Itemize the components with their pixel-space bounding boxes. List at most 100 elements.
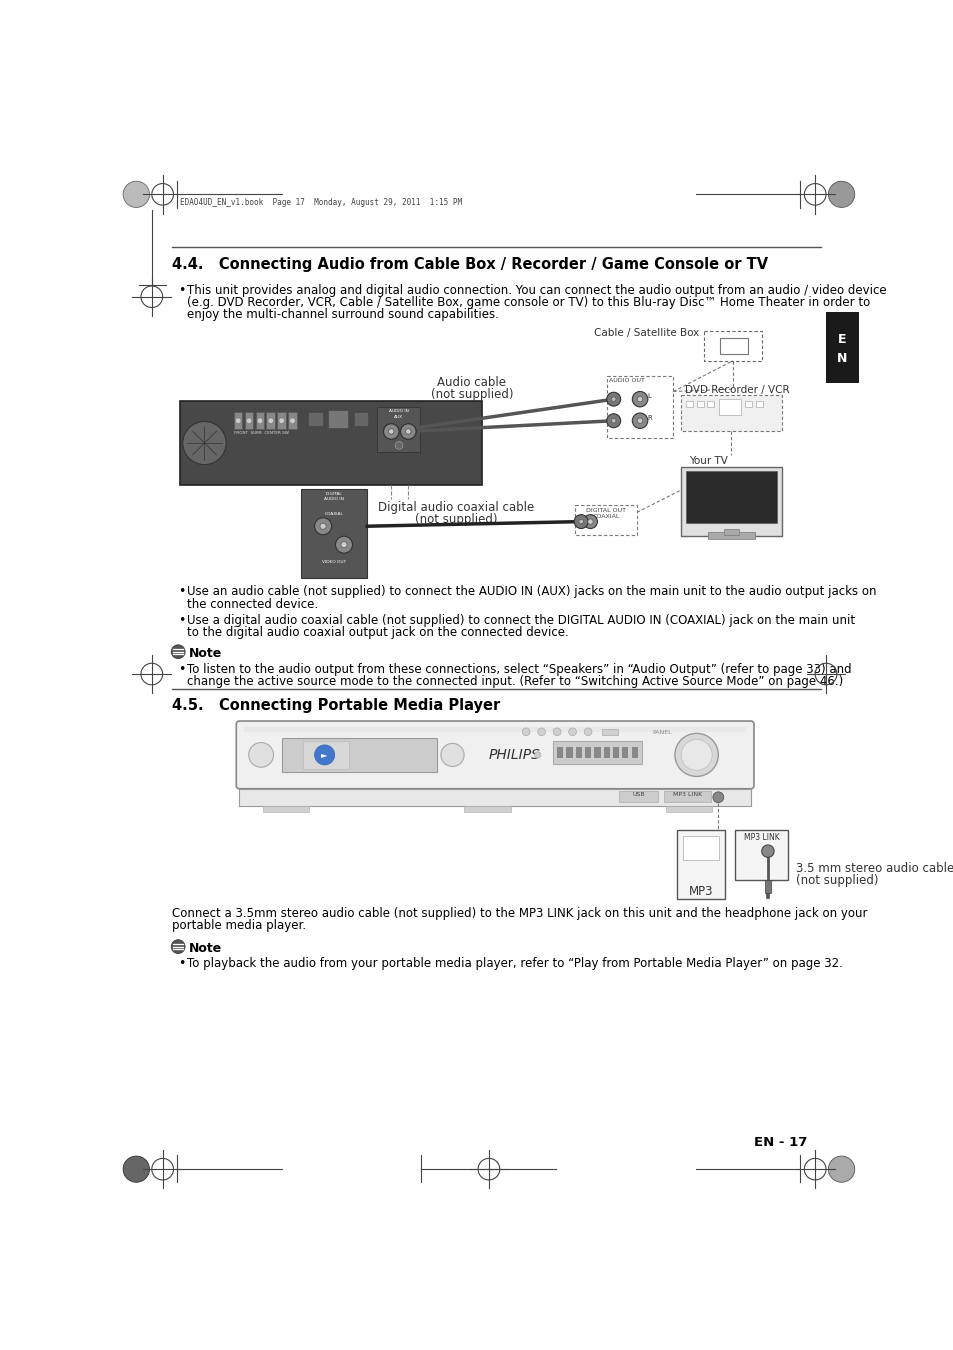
- Text: the connected device.: the connected device.: [187, 598, 318, 610]
- Circle shape: [123, 1156, 150, 1183]
- Circle shape: [314, 518, 332, 535]
- Bar: [723, 528, 739, 535]
- Bar: [277, 412, 286, 429]
- Text: L: L: [647, 393, 651, 400]
- Bar: [233, 412, 242, 429]
- Bar: [303, 741, 349, 768]
- Text: MP3 LINK: MP3 LINK: [743, 833, 779, 841]
- Bar: [703, 331, 761, 360]
- Text: VIDEO OUT: VIDEO OUT: [321, 560, 346, 564]
- Bar: [553, 741, 641, 764]
- Text: To listen to the audio output from these connections, select “Speakers” in “Audi: To listen to the audio output from these…: [187, 663, 851, 675]
- Circle shape: [405, 429, 411, 435]
- Circle shape: [340, 541, 347, 548]
- Bar: [618, 791, 658, 802]
- Circle shape: [637, 418, 642, 424]
- Circle shape: [583, 728, 592, 736]
- Bar: [354, 412, 368, 427]
- Text: Use an audio cable (not supplied) to connect the AUDIO IN (AUX) jacks on the mai: Use an audio cable (not supplied) to con…: [187, 586, 876, 598]
- Text: enjoy the multi-channel surround sound capabilities.: enjoy the multi-channel surround sound c…: [187, 308, 498, 321]
- Circle shape: [637, 397, 642, 402]
- Circle shape: [568, 728, 576, 736]
- Text: N: N: [837, 352, 846, 365]
- Bar: [677, 830, 724, 899]
- Bar: [255, 412, 264, 429]
- Circle shape: [632, 392, 647, 406]
- Bar: [663, 791, 710, 802]
- Bar: [825, 312, 858, 383]
- Bar: [685, 401, 692, 406]
- Circle shape: [171, 940, 185, 953]
- Bar: [464, 806, 510, 811]
- Circle shape: [680, 740, 711, 771]
- Circle shape: [268, 418, 274, 424]
- Text: (not supplied): (not supplied): [795, 875, 878, 887]
- FancyBboxPatch shape: [236, 721, 753, 788]
- Bar: [262, 806, 309, 811]
- Text: •: •: [178, 957, 185, 971]
- Circle shape: [827, 181, 854, 208]
- Text: Note: Note: [189, 942, 222, 954]
- Text: DIGITAL OUT
COAXIAL: DIGITAL OUT COAXIAL: [585, 508, 625, 518]
- Bar: [301, 489, 367, 578]
- Circle shape: [246, 418, 252, 424]
- Circle shape: [235, 418, 241, 424]
- Text: E: E: [837, 332, 845, 346]
- Text: FRONT  SURR  CENTER SW: FRONT SURR CENTER SW: [233, 432, 288, 436]
- Text: MP3 LINK: MP3 LINK: [672, 792, 701, 796]
- Bar: [707, 532, 754, 539]
- Bar: [756, 401, 762, 406]
- Circle shape: [537, 728, 545, 736]
- Bar: [735, 830, 787, 880]
- Bar: [575, 505, 637, 536]
- Circle shape: [249, 743, 274, 767]
- Bar: [244, 728, 745, 732]
- Text: 3.5 mm stereo audio cable: 3.5 mm stereo audio cable: [795, 861, 953, 875]
- Bar: [557, 747, 562, 757]
- Circle shape: [674, 733, 718, 776]
- Circle shape: [257, 418, 262, 424]
- Text: PANEL: PANEL: [651, 730, 671, 736]
- Bar: [377, 406, 419, 451]
- Circle shape: [606, 393, 620, 406]
- Circle shape: [400, 424, 416, 439]
- Text: This unit provides analog and digital audio connection. You can connect the audi: This unit provides analog and digital au…: [187, 284, 886, 297]
- Text: AUX: AUX: [394, 414, 403, 418]
- Bar: [282, 738, 436, 772]
- Text: Connect a 3.5mm stereo audio cable (not supplied) to the MP3 LINK jack on this u: Connect a 3.5mm stereo audio cable (not …: [172, 907, 866, 919]
- Text: EN - 17: EN - 17: [753, 1137, 806, 1149]
- Text: USB: USB: [632, 792, 644, 796]
- Text: •: •: [178, 663, 185, 675]
- Circle shape: [123, 181, 150, 208]
- Bar: [685, 471, 777, 524]
- Text: DVD Recorder / VCR: DVD Recorder / VCR: [684, 385, 789, 396]
- Text: portable media player.: portable media player.: [172, 919, 306, 931]
- Text: Use a digital audio coaxial cable (not supplied) to connect the DIGITAL AUDIO IN: Use a digital audio coaxial cable (not s…: [187, 614, 855, 626]
- Bar: [744, 401, 752, 406]
- Bar: [601, 729, 617, 734]
- Text: To playback the audio from your portable media player, refer to “Play from Porta: To playback the audio from your portable…: [187, 957, 842, 971]
- Bar: [584, 747, 591, 757]
- Text: •: •: [178, 614, 185, 626]
- Circle shape: [388, 429, 394, 435]
- Text: R: R: [647, 414, 652, 421]
- Text: AUDIO IN: AUDIO IN: [389, 409, 409, 413]
- Bar: [266, 412, 274, 429]
- Bar: [603, 747, 609, 757]
- Circle shape: [440, 744, 464, 767]
- Circle shape: [383, 424, 398, 439]
- Bar: [665, 806, 711, 811]
- Text: Digital audio coaxial cable: Digital audio coaxial cable: [377, 501, 534, 514]
- Bar: [764, 880, 770, 894]
- Circle shape: [712, 792, 723, 803]
- Circle shape: [319, 524, 326, 529]
- Bar: [328, 410, 348, 428]
- Text: AUDIO IN: AUDIO IN: [324, 497, 343, 501]
- Circle shape: [183, 421, 226, 464]
- Text: Your TV: Your TV: [688, 456, 727, 466]
- Bar: [720, 338, 747, 355]
- Circle shape: [395, 441, 402, 450]
- Circle shape: [760, 845, 773, 857]
- Bar: [288, 412, 296, 429]
- Text: Note: Note: [189, 647, 222, 660]
